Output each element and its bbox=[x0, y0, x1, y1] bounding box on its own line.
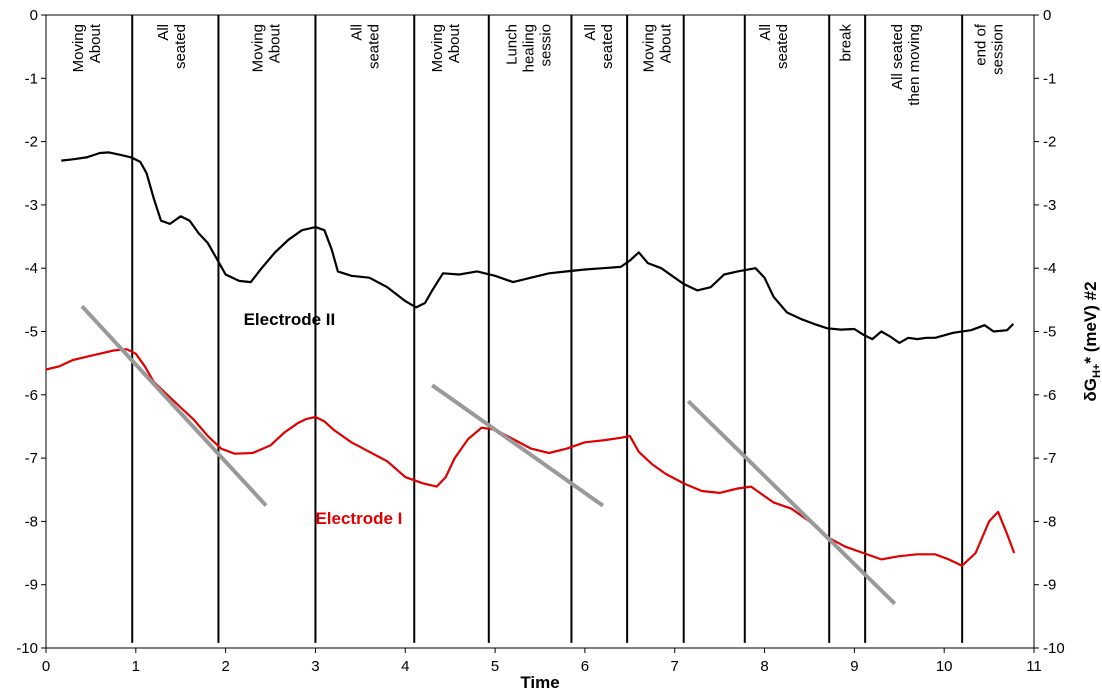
y-tick-left-label: -10 bbox=[16, 640, 38, 657]
x-tick-label: 9 bbox=[850, 658, 858, 675]
phase-label-line: Moving bbox=[250, 24, 267, 72]
phase-label: break bbox=[837, 24, 854, 62]
phase-label-line: All seated bbox=[889, 24, 906, 90]
x-tick-label: 7 bbox=[671, 658, 679, 675]
phase-label-line: About bbox=[446, 23, 463, 63]
phase-label-line: session bbox=[990, 24, 1007, 75]
y-axis-left: 0 -1 -2 -3 -4 -5 -6 -7 -8 -9 -10 bbox=[16, 7, 46, 657]
trend-line bbox=[80, 304, 268, 507]
phase-label-line: All bbox=[155, 24, 172, 41]
x-tick-label: 4 bbox=[401, 658, 409, 675]
phase-label: end of session bbox=[973, 23, 1007, 75]
x-tick-label: 5 bbox=[491, 658, 499, 675]
series-line bbox=[61, 151, 1015, 344]
phase-label-line: About bbox=[657, 23, 674, 63]
series-label: Electrode I bbox=[315, 509, 402, 528]
phase-label-line: sessio bbox=[537, 24, 554, 67]
y-tick-right-label: 0 bbox=[1043, 7, 1051, 24]
y-tick-left-label: -6 bbox=[25, 387, 38, 404]
y-axis-right-title: δGH+* (meV) #2 bbox=[1081, 281, 1102, 401]
phase-label-line: About bbox=[87, 23, 104, 63]
x-tick-label: 2 bbox=[221, 658, 229, 675]
y-tick-left-label: -7 bbox=[25, 450, 38, 467]
x-tick-label: 8 bbox=[760, 658, 768, 675]
phase-label: All seated bbox=[155, 24, 189, 69]
phase-label-line: seated bbox=[365, 24, 382, 69]
phase-label-line: All bbox=[348, 24, 365, 41]
phase-label-line: Moving bbox=[640, 24, 657, 72]
phase-label: Moving About bbox=[250, 23, 284, 72]
series-labels: Electrode II Electrode I bbox=[244, 310, 403, 528]
x-tick-label: 1 bbox=[132, 658, 140, 675]
phase-label-line: then moving bbox=[906, 24, 923, 106]
y-tick-right-label: -10 bbox=[1043, 640, 1065, 657]
y-tick-left-label: -2 bbox=[25, 134, 38, 151]
plot-frame bbox=[45, 14, 1035, 649]
series-lines bbox=[45, 151, 1016, 567]
y-tick-right-label: -7 bbox=[1043, 450, 1056, 467]
y-tick-right-label: -3 bbox=[1043, 197, 1056, 214]
phase-label: Lunch healing sessio bbox=[503, 24, 554, 72]
series-line bbox=[45, 348, 1016, 567]
phase-label-line: seated bbox=[172, 24, 189, 69]
series-label: Electrode II bbox=[244, 310, 336, 329]
y-tick-right-label: -2 bbox=[1043, 134, 1056, 151]
phase-label: All seated bbox=[757, 24, 791, 69]
phase-label: Moving About bbox=[640, 23, 674, 72]
trend-line bbox=[686, 399, 897, 606]
x-axis-title: Time bbox=[520, 673, 559, 692]
y-axis-right-title-sub: H+ bbox=[1091, 364, 1102, 378]
trend-lines bbox=[80, 304, 897, 606]
phase-label-line: Lunch bbox=[503, 24, 520, 65]
x-tick-label: 0 bbox=[42, 658, 50, 675]
y-tick-right-label: -4 bbox=[1043, 260, 1056, 277]
phase-label-line: seated bbox=[599, 24, 616, 69]
y-tick-right-label: -8 bbox=[1043, 513, 1056, 530]
y-tick-left-label: -1 bbox=[25, 70, 38, 87]
phase-labels: Moving About All seated Moving About All seated… bbox=[70, 23, 1007, 106]
x-axis: 0 1 2 3 4 5 6 7 8 9 10 11 bbox=[42, 648, 1042, 675]
phase-label-line: Moving bbox=[70, 24, 87, 72]
phase-label-line: Moving bbox=[429, 24, 446, 72]
y-tick-left-label: 0 bbox=[30, 7, 38, 24]
x-tick-label: 10 bbox=[936, 658, 953, 675]
phase-label-line: healing bbox=[520, 24, 537, 72]
y-tick-left-label: -5 bbox=[25, 324, 38, 341]
y-tick-left-label: -4 bbox=[25, 260, 38, 277]
y-tick-right-label: -5 bbox=[1043, 324, 1056, 341]
y-axis-right: 0 -1 -2 -3 -4 -5 -6 -7 -8 -9 -10 bbox=[1034, 7, 1065, 657]
y-tick-left-label: -9 bbox=[25, 577, 38, 594]
phase-label-line: All bbox=[582, 24, 599, 41]
y-tick-right-label: -6 bbox=[1043, 387, 1056, 404]
y-tick-left-label: -3 bbox=[25, 197, 38, 214]
phase-label: All seated bbox=[348, 24, 382, 69]
phase-label-line: end of bbox=[973, 23, 990, 66]
phase-label-line: All bbox=[757, 24, 774, 41]
phase-label: All seated then moving bbox=[889, 24, 923, 106]
y-tick-right-label: -1 bbox=[1043, 70, 1056, 87]
plot-area bbox=[45, 14, 1035, 649]
y-tick-right-label: -9 bbox=[1043, 577, 1056, 594]
x-tick-label: 11 bbox=[1026, 658, 1042, 675]
phase-label: Moving About bbox=[429, 23, 463, 72]
phase-label-line: seated bbox=[774, 24, 791, 69]
phase-label: All seated bbox=[582, 24, 616, 69]
trend-line bbox=[431, 383, 605, 508]
x-tick-label: 3 bbox=[311, 658, 319, 675]
phase-boundaries bbox=[131, 15, 964, 643]
phase-label-line: break bbox=[837, 24, 854, 62]
y-axis-right-title-rest: * (meV) #2 bbox=[1081, 281, 1100, 363]
y-axis-right-title-main: δG bbox=[1081, 378, 1100, 402]
phase-label: Moving About bbox=[70, 23, 104, 72]
phase-label-line: About bbox=[267, 23, 284, 63]
y-tick-left-label: -8 bbox=[25, 513, 38, 530]
x-tick-label: 6 bbox=[581, 658, 589, 675]
